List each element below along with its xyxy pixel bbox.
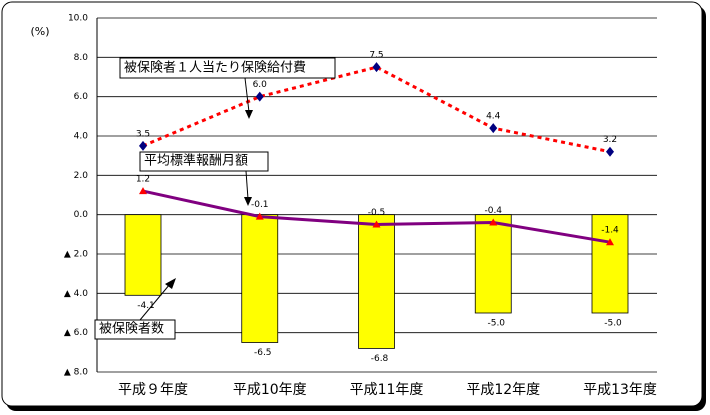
data-label: 3.5 bbox=[136, 129, 150, 139]
marker bbox=[606, 238, 614, 246]
y-tick-label: ▲ 4.0 bbox=[64, 289, 88, 299]
bar bbox=[591, 214, 629, 314]
marker bbox=[255, 91, 264, 102]
data-label: -5.0 bbox=[487, 319, 505, 329]
bar bbox=[474, 214, 512, 314]
data-label: -0.5 bbox=[368, 208, 386, 218]
data-label: 7.5 bbox=[369, 51, 383, 61]
callout-arrow bbox=[139, 283, 171, 321]
data-label: 6.0 bbox=[253, 80, 268, 90]
marker bbox=[139, 140, 147, 151]
data-label: -0.4 bbox=[484, 206, 502, 216]
marker bbox=[489, 123, 498, 134]
data-label: -4.1 bbox=[137, 301, 155, 311]
y-tick-label: 0.0 bbox=[74, 210, 89, 220]
callout-arrow bbox=[244, 77, 250, 113]
y-tick-label: 10.0 bbox=[68, 14, 88, 24]
bar bbox=[241, 214, 279, 343]
callout-box bbox=[94, 319, 176, 340]
arrow-head bbox=[165, 278, 176, 289]
x-tick-label: 平成12年度 bbox=[466, 382, 540, 398]
bar bbox=[358, 214, 395, 349]
callout-arrow bbox=[245, 170, 249, 200]
callout-label: 被保険者数 bbox=[99, 322, 164, 337]
callout-box bbox=[139, 151, 269, 172]
arrow-head bbox=[245, 110, 253, 119]
x-tick-label: 平成９年度 bbox=[118, 382, 188, 398]
y-tick-label: ▲ 6.0 bbox=[64, 328, 88, 338]
marker bbox=[372, 220, 381, 228]
marker bbox=[489, 218, 498, 226]
frame bbox=[1, 1, 703, 407]
callout-box bbox=[119, 57, 336, 79]
y-tick-label: 4.0 bbox=[74, 132, 89, 142]
x-tick-label: 平成11年度 bbox=[350, 382, 424, 398]
callout-label: 平均標準報酬月額 bbox=[144, 153, 248, 169]
callout-label: 被保険者１人当たり保険給付費 bbox=[124, 61, 306, 76]
data-label: -6.8 bbox=[371, 354, 389, 364]
marker bbox=[372, 62, 381, 73]
data-label: -6.5 bbox=[254, 348, 272, 358]
marker bbox=[606, 146, 614, 157]
data-label: 3.2 bbox=[603, 135, 617, 145]
y-tick-label: 2.0 bbox=[74, 171, 89, 181]
y-tick-label: ▲ 8.0 bbox=[64, 368, 88, 378]
y-axis-label: (%) bbox=[30, 25, 49, 38]
x-tick-label: 平成13年度 bbox=[583, 382, 657, 398]
y-tick-label: 8.0 bbox=[74, 53, 89, 63]
line bbox=[142, 65, 611, 154]
y-tick-label: 6.0 bbox=[74, 92, 89, 102]
arrow-head bbox=[244, 197, 252, 206]
data-label: -0.1 bbox=[251, 200, 269, 210]
data-label: 4.4 bbox=[486, 112, 501, 122]
marker bbox=[139, 187, 147, 195]
x-tick-label: 平成10年度 bbox=[233, 382, 307, 398]
bar bbox=[124, 214, 162, 296]
data-label: -5.0 bbox=[604, 319, 622, 329]
marker bbox=[255, 212, 264, 220]
y-tick-label: ▲ 2.0 bbox=[64, 250, 88, 260]
data-label: 1.2 bbox=[136, 175, 150, 185]
data-label: -1.4 bbox=[601, 226, 619, 236]
